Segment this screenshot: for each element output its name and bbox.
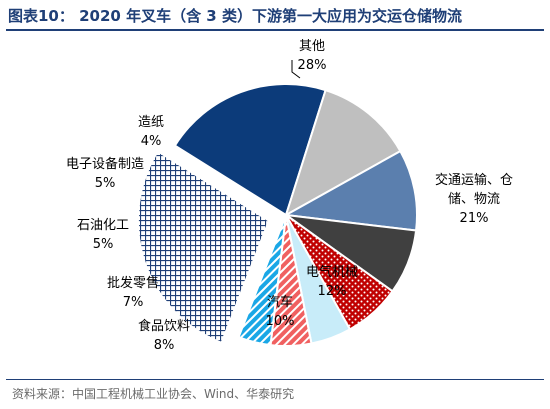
slice-label-2: 电气机械 12% xyxy=(306,264,358,299)
slice-label-7: 电子设备制造 5% xyxy=(66,156,144,191)
slice-label-5: 批发零售 7% xyxy=(107,275,159,310)
title-divider xyxy=(6,29,544,31)
pie-labels: 交通运输、仓储、物流 21% 电气机械 12% 汽车 10% 食品饮料 8% 批发零售 7% 石油化… xyxy=(66,39,513,353)
chart-title: 图表10： 2020 年叉车（含 3 类）下游第一大应用为交运仓储物流 xyxy=(8,7,462,25)
slice-label-3: 汽车 10% xyxy=(266,294,295,329)
slice-label-6: 石油化工 5% xyxy=(77,218,129,252)
slice-label-1: 交通运输、仓储、物流 21% xyxy=(435,172,513,226)
source-note: 资料来源：中国工程机械工业协会、Wind、华泰研究 xyxy=(12,387,295,401)
pie-slice-2 xyxy=(284,88,402,218)
source-divider xyxy=(6,379,544,380)
pie-slice-9 xyxy=(136,149,271,345)
slice-label-9: 其他 28% xyxy=(298,39,327,73)
leader-line-other xyxy=(291,60,301,79)
pie-slices xyxy=(136,83,418,347)
pie-slice-3 xyxy=(282,149,418,232)
pie-slice-1 xyxy=(173,83,327,217)
slice-label-4: 食品饮料 8% xyxy=(138,318,190,353)
slice-label-8: 造纸 4% xyxy=(138,115,164,149)
pie-slice-8 xyxy=(237,214,287,347)
